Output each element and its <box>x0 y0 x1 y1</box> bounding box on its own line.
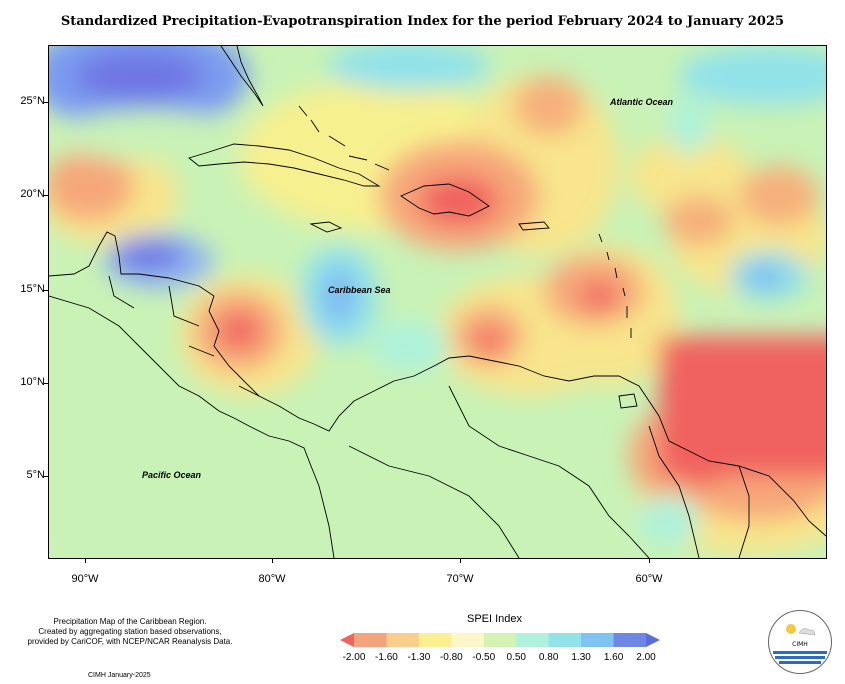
legend-label: -0.80 <box>439 652 463 663</box>
legend-label: 1.30 <box>571 652 591 663</box>
lon-tick: 60°W <box>635 573 663 585</box>
lat-tickmark <box>44 102 48 103</box>
lat-tick: 25°N <box>20 95 45 107</box>
lon-tickmark <box>85 558 86 563</box>
label-caribbean-sea: Caribbean Sea <box>328 285 391 295</box>
legend-title: SPEI Index <box>467 613 523 625</box>
legend-label: 0.80 <box>538 652 559 663</box>
legend-swatch <box>548 633 582 647</box>
logo-text: CIMH <box>792 641 808 648</box>
caption-line: Precipitation Map of the Caribbean Regio… <box>53 617 207 626</box>
legend-label: -1.60 <box>375 652 398 663</box>
legend-label: -1.30 <box>407 652 431 663</box>
legend-label: -0.50 <box>472 652 496 663</box>
coastlines <box>49 46 826 558</box>
lat-tickmark <box>44 290 48 291</box>
map-title: Standardized Precipitation-Evapotranspir… <box>60 14 785 29</box>
legend-swatch <box>483 633 517 647</box>
legend-swatch <box>340 633 354 647</box>
lon-tick: 70°W <box>446 573 474 585</box>
legend-swatch <box>386 633 420 647</box>
lon-tick: 90°W <box>71 573 99 585</box>
lon-tickmark <box>460 558 461 563</box>
legend-label: 2.00 <box>636 652 656 663</box>
caption-line: provided by CariCOF, with NCEP/NCAR Rean… <box>27 637 233 646</box>
legend-swatch <box>451 633 485 647</box>
lat-tickmark <box>44 195 48 196</box>
cimh-logo: CIMH <box>768 610 832 674</box>
lat-tick: 15°N <box>20 283 45 295</box>
credit-text: CIMH January-2025 <box>88 672 151 679</box>
lon-tickmark <box>272 558 273 563</box>
legend-colorbar <box>340 633 660 647</box>
lat-tick: 20°N <box>20 188 45 200</box>
caption-line: Created by aggregating station based obs… <box>38 627 222 636</box>
legend-swatch <box>581 633 615 647</box>
legend-swatch <box>354 633 387 647</box>
legend-swatch <box>613 633 647 647</box>
legend-swatch <box>516 633 550 647</box>
label-pacific-ocean: Pacific Ocean <box>142 470 202 480</box>
lat-tickmark <box>44 383 48 384</box>
legend-label: -2.00 <box>342 652 366 663</box>
legend-label: 1.60 <box>603 652 624 663</box>
map-caption: Precipitation Map of the Caribbean Regio… <box>10 617 250 647</box>
spei-field <box>49 46 826 558</box>
legend-swatch <box>646 633 660 647</box>
spei-map <box>48 45 827 559</box>
lon-tickmark <box>649 558 650 563</box>
lat-tickmark <box>44 476 48 477</box>
legend-swatch <box>418 633 452 647</box>
lat-tick: 5°N <box>26 469 45 481</box>
logo-graphic <box>773 624 827 664</box>
lon-tick: 80°W <box>258 573 286 585</box>
label-atlantic-ocean: Atlantic Ocean <box>610 97 674 107</box>
lat-tick: 10°N <box>20 376 45 388</box>
legend-label: 0.50 <box>506 652 526 663</box>
